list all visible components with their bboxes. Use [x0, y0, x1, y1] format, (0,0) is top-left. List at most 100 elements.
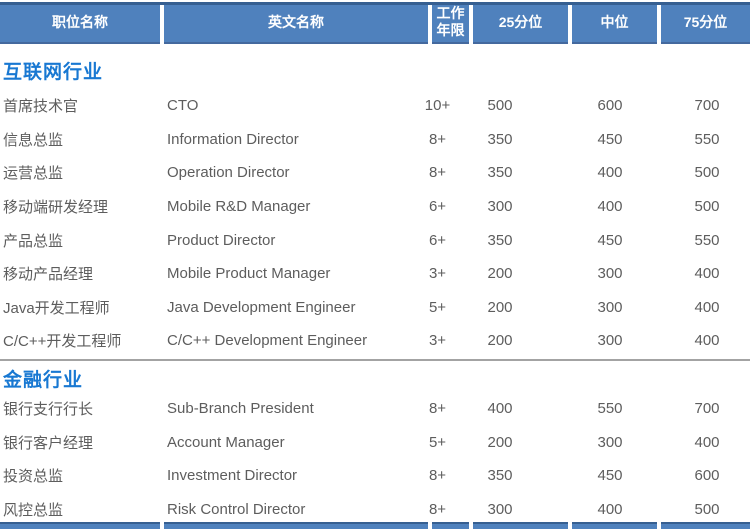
cell-median: 600 [597, 97, 623, 115]
cell-median: 450 [597, 467, 623, 485]
cell-p75: 550 [694, 231, 720, 249]
column-header-median: 中位 [572, 2, 657, 44]
finance-industry-rows: 银行支行行长 Sub-Branch President 8+ 400 550 7… [0, 392, 750, 526]
cell-p75: 400 [694, 332, 720, 350]
next-header-segment [432, 522, 469, 529]
cell-p75: 550 [694, 130, 720, 148]
cell-position-en: Mobile R&D Manager [167, 197, 311, 215]
next-header-segment [572, 522, 657, 529]
next-header-segment [164, 522, 428, 529]
cell-position-en: Mobile Product Manager [167, 265, 331, 283]
table-row: 产品总监 Product Director 6+ 350 450 550 [0, 223, 750, 257]
cell-median: 400 [597, 500, 623, 518]
cell-position-cn: 运营总监 [3, 165, 64, 183]
table-row: 运营总监 Operation Director 8+ 350 400 500 [0, 156, 750, 190]
cell-position-en: Account Manager [167, 433, 285, 451]
cell-position-en: Investment Director [167, 467, 298, 485]
cell-p25: 500 [487, 97, 513, 115]
cell-work-years: 8+ [428, 130, 447, 148]
cell-p75: 400 [694, 298, 720, 316]
cell-p75: 500 [694, 164, 720, 182]
cell-p25: 400 [487, 400, 513, 418]
cell-position-en: Operation Director [167, 164, 290, 182]
cell-position-cn: 投资总监 [3, 468, 64, 486]
cell-position-cn: 首席技术官 [3, 98, 79, 116]
column-header-75th-percentile: 75分位 [661, 2, 750, 44]
column-header-25th-percentile: 25分位 [473, 2, 568, 44]
next-header-segment [473, 522, 568, 529]
cell-p25: 350 [487, 130, 513, 148]
cell-position-en: Sub-Branch President [167, 400, 314, 418]
cell-p75: 400 [694, 265, 720, 283]
cell-position-en: Information Director [167, 130, 299, 148]
cell-p25: 350 [487, 467, 513, 485]
cell-p25: 300 [487, 500, 513, 518]
cell-p25: 350 [487, 164, 513, 182]
next-table-header-cutoff [0, 522, 750, 529]
table-row: 投资总监 Investment Director 8+ 350 450 600 [0, 459, 750, 493]
cell-position-en: Risk Control Director [167, 500, 306, 518]
cell-median: 300 [597, 265, 623, 283]
cell-p25: 200 [487, 332, 513, 350]
cell-median: 300 [597, 332, 623, 350]
cell-work-years: 10+ [424, 97, 451, 115]
cell-work-years: 8+ [428, 164, 447, 182]
cell-p25: 200 [487, 265, 513, 283]
cell-work-years: 5+ [428, 298, 447, 316]
cell-p75: 400 [694, 433, 720, 451]
column-header-work-years: 工作年限 [432, 2, 469, 44]
cell-position-cn: C/C++开发工程师 [3, 333, 122, 351]
cell-position-en: CTO [167, 97, 199, 115]
section-divider-line [0, 359, 750, 361]
column-header-position-name: 职位名称 [0, 2, 160, 44]
table-row: 信息总监 Information Director 8+ 350 450 550 [0, 123, 750, 157]
cell-median: 450 [597, 231, 623, 249]
next-header-segment [0, 522, 160, 529]
table-row: Java开发工程师 Java Development Engineer 5+ 2… [0, 290, 750, 324]
cell-position-cn: 产品总监 [3, 232, 64, 250]
cell-p25: 200 [487, 433, 513, 451]
cell-position-cn: 信息总监 [3, 131, 64, 149]
cell-position-cn: 移动端研发经理 [3, 198, 109, 216]
cell-median: 300 [597, 298, 623, 316]
cell-median: 300 [597, 433, 623, 451]
table-row: C/C++开发工程师 C/C++ Development Engineer 3+… [0, 324, 750, 358]
cell-median: 400 [597, 164, 623, 182]
cell-p25: 300 [487, 197, 513, 215]
cell-position-cn: 风控总监 [3, 501, 64, 519]
table-header-row: 职位名称 英文名称 工作年限 25分位 中位 75分位 [0, 2, 750, 44]
cell-position-cn: 移动产品经理 [3, 266, 94, 284]
cell-work-years: 8+ [428, 467, 447, 485]
section-title-internet-industry: 互联网行业 [3, 61, 104, 83]
internet-industry-rows: 首席技术官 CTO 10+ 500 600 700 信息总监 Informati… [0, 89, 750, 358]
cell-work-years: 3+ [428, 332, 447, 350]
column-header-english-name: 英文名称 [164, 2, 428, 44]
cell-p75: 600 [694, 467, 720, 485]
cell-position-en: C/C++ Development Engineer [167, 332, 368, 350]
section-title-finance-industry: 金融行业 [3, 369, 84, 391]
cell-work-years: 8+ [428, 500, 447, 518]
cell-position-cn: 银行支行行长 [3, 401, 94, 419]
table-row: 风控总监 Risk Control Director 8+ 300 400 50… [0, 493, 750, 527]
cell-median: 450 [597, 130, 623, 148]
cell-median: 550 [597, 400, 623, 418]
table-row: 首席技术官 CTO 10+ 500 600 700 [0, 89, 750, 123]
table-row: 银行支行行长 Sub-Branch President 8+ 400 550 7… [0, 392, 750, 426]
table-row: 移动端研发经理 Mobile R&D Manager 6+ 300 400 50… [0, 190, 750, 224]
cell-work-years: 3+ [428, 265, 447, 283]
cell-p75: 500 [694, 500, 720, 518]
table-row: 银行客户经理 Account Manager 5+ 200 300 400 [0, 426, 750, 460]
header-top-border [0, 2, 750, 5]
cell-work-years: 8+ [428, 400, 447, 418]
cell-p75: 700 [694, 97, 720, 115]
cell-work-years: 5+ [428, 433, 447, 451]
cell-position-en: Product Director [167, 231, 276, 249]
next-header-segment [661, 522, 750, 529]
cell-p25: 350 [487, 231, 513, 249]
cell-median: 400 [597, 197, 623, 215]
cell-position-cn: Java开发工程师 [3, 299, 110, 317]
cell-p75: 700 [694, 400, 720, 418]
cell-work-years: 6+ [428, 197, 447, 215]
cell-p75: 500 [694, 197, 720, 215]
